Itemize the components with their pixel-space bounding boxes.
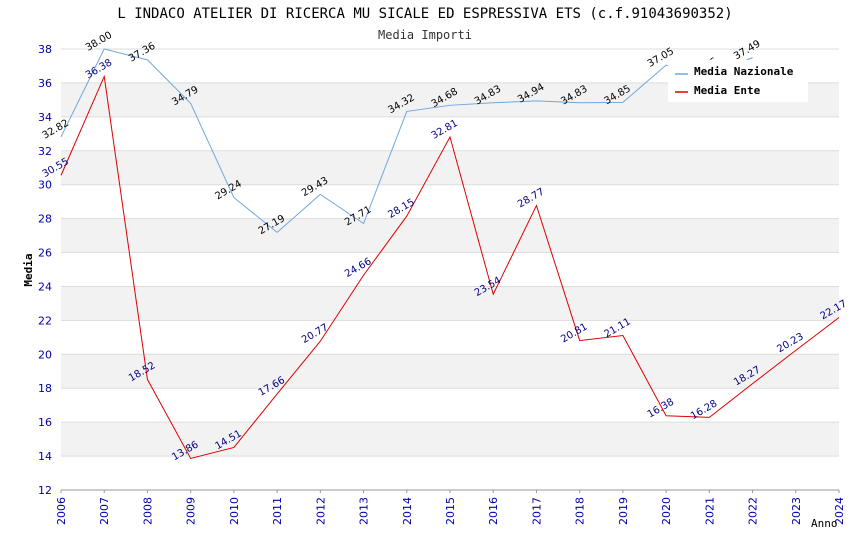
- legend-label-media-ente: Media Ente: [694, 84, 761, 97]
- x-tick-label: 2023: [790, 497, 803, 525]
- y-tick-label: 16: [38, 416, 52, 429]
- y-tick-label: 30: [38, 179, 52, 192]
- chart-title: L INDACO ATELIER DI RICERCA MU SICALE ED…: [117, 6, 732, 22]
- data-label-media-ente: 20.23: [775, 331, 805, 355]
- data-label-media-ente: 36.38: [84, 57, 114, 81]
- series-line-media-nazionale: [60, 48, 753, 234]
- y-tick-label: 34: [38, 111, 52, 124]
- x-tick-label: 2008: [141, 497, 154, 525]
- x-tick-label: 2021: [703, 497, 716, 525]
- x-tick-label: 2011: [271, 497, 284, 525]
- y-tick-label: 22: [38, 314, 52, 327]
- data-label-media-ente: 32.81: [430, 118, 460, 142]
- y-tick-label: 18: [38, 382, 52, 395]
- data-label-media-ente: 28.15: [386, 197, 416, 221]
- y-tick-label: 32: [38, 145, 52, 158]
- y-tick-label: 12: [38, 484, 52, 497]
- x-tick-label: 2012: [314, 497, 327, 525]
- data-label-media-ente: 20.77: [300, 322, 330, 346]
- plot-band: [61, 354, 839, 389]
- x-tick-label: 2024: [833, 497, 846, 525]
- data-label-media-ente: 16.38: [646, 397, 676, 421]
- x-tick-label: 2015: [444, 497, 457, 525]
- y-axis-label: Media: [22, 253, 35, 286]
- x-tick-label: 2019: [617, 497, 630, 525]
- legend: Media Nazionale Media Ente: [668, 60, 808, 102]
- x-tick-label: 2018: [574, 497, 587, 525]
- legend-box: [668, 60, 808, 102]
- data-label-media-ente: 16.28: [689, 398, 719, 422]
- y-tick-label: 14: [38, 450, 52, 463]
- y-tick-label: 36: [38, 77, 52, 90]
- x-tick-label: 2009: [185, 497, 198, 525]
- x-tick-label: 2013: [358, 497, 371, 525]
- x-tick-label: 2016: [487, 497, 500, 525]
- x-tick-label: 2010: [228, 497, 241, 525]
- x-tick-label: 2014: [401, 497, 414, 525]
- data-label-media-ente: 28.77: [516, 186, 546, 210]
- series-lines: [60, 48, 840, 460]
- plot-band: [61, 218, 839, 253]
- plot-band: [61, 422, 839, 457]
- data-label-media-nazionale: 37.49: [732, 39, 762, 63]
- y-tick-labels: 12 14 16 18 20 22 24 26 28 30 32 34 36 38: [38, 43, 52, 497]
- x-tick-label: 2006: [55, 497, 68, 525]
- series-line-media-ente: [60, 74, 840, 460]
- y-tick-label: 24: [38, 280, 52, 293]
- x-tick-labels: 2006 2007 2008 2009 2010 2011 2012 2013 2014 2015…: [55, 490, 846, 525]
- chart-subtitle: Media Importi: [378, 28, 472, 42]
- data-label-media-nazionale: 37.36: [127, 41, 157, 65]
- x-tick-label: 2017: [530, 497, 543, 525]
- y-tick-label: 38: [38, 43, 52, 56]
- y-tick-label: 26: [38, 247, 52, 260]
- plot-band: [61, 150, 839, 185]
- data-label-media-ente: 24.66: [343, 256, 373, 280]
- x-tick-label: 2022: [747, 497, 760, 525]
- y-tick-label: 28: [38, 213, 52, 226]
- x-axis-label: Anno: [811, 517, 838, 530]
- plot-band: [61, 286, 839, 321]
- x-tick-label: 2007: [98, 497, 111, 525]
- y-tick-label: 20: [38, 348, 52, 361]
- legend-label-media-nazionale: Media Nazionale: [694, 65, 794, 78]
- x-tick-label: 2020: [660, 497, 673, 525]
